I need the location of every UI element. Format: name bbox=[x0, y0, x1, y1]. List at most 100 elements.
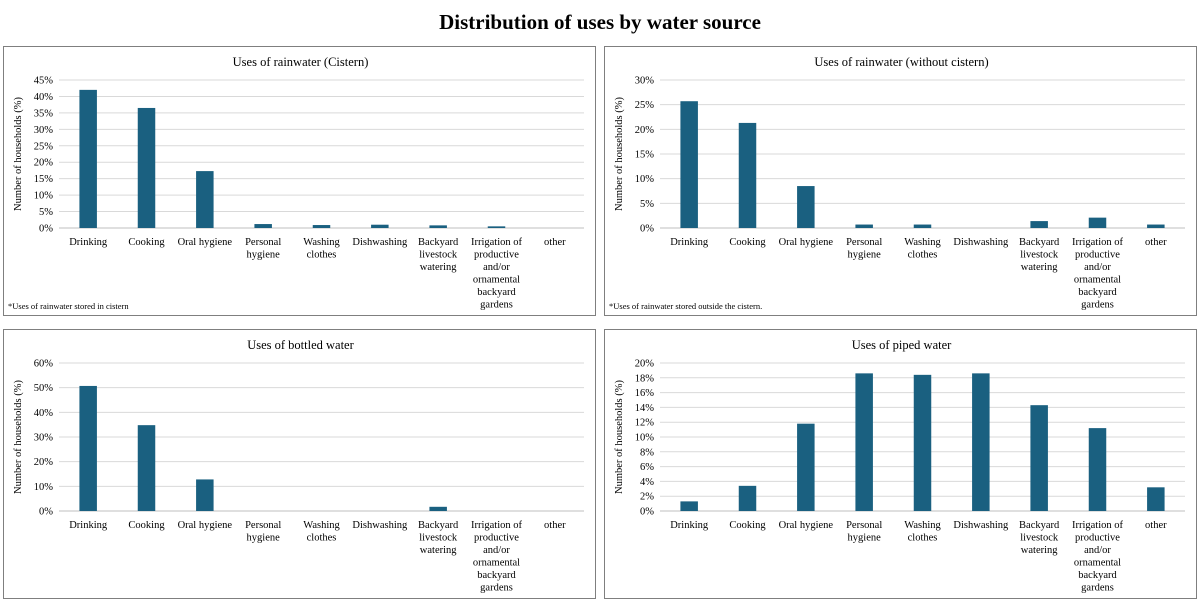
x-tick-label-drinking: Drinking bbox=[670, 520, 709, 531]
bar-backyard-livestock-watering bbox=[429, 225, 447, 228]
bar-personal-hygiene bbox=[855, 224, 873, 228]
y-tick-label: 50% bbox=[34, 383, 54, 394]
y-tick-label: 5% bbox=[640, 199, 654, 210]
y-tick-label: 14% bbox=[635, 403, 655, 414]
y-axis-label: Number of households (%) bbox=[13, 96, 24, 211]
y-tick-label: 30% bbox=[34, 433, 54, 444]
y-tick-label: 35% bbox=[34, 108, 54, 119]
y-tick-label: 0% bbox=[39, 507, 53, 518]
y-tick-label: 40% bbox=[34, 408, 54, 419]
x-tick-label-personal-hygiene: Personal hygiene bbox=[846, 520, 882, 544]
bar-backyard-livestock-watering bbox=[1030, 405, 1048, 511]
bar-other bbox=[1147, 487, 1165, 511]
bar-cooking bbox=[738, 122, 757, 228]
y-tick-label: 30% bbox=[635, 76, 655, 87]
chart-title: Uses of rainwater (without cistern) bbox=[814, 55, 988, 69]
bar-cooking bbox=[137, 107, 156, 228]
bar-oral-hygiene bbox=[196, 479, 214, 511]
bar-drinking bbox=[79, 89, 97, 228]
x-tick-label-irrigation-gardens: Irrigation of productive and/or ornamental b… bbox=[1072, 237, 1124, 311]
y-tick-label: 10% bbox=[635, 433, 655, 444]
y-tick-label: 0% bbox=[640, 507, 654, 518]
y-tick-label: 10% bbox=[635, 174, 655, 185]
bar-drinking bbox=[680, 101, 698, 228]
x-tick-label-oral-hygiene: Oral hygiene bbox=[779, 237, 834, 248]
bar-cooking bbox=[738, 485, 757, 511]
y-tick-label: 10% bbox=[34, 191, 54, 202]
y-tick-label: 6% bbox=[640, 462, 654, 473]
x-tick-label-dishwashing: Dishwashing bbox=[953, 520, 1009, 531]
bar-irrigation-gardens bbox=[1088, 217, 1107, 228]
y-tick-label: 20% bbox=[34, 457, 54, 468]
y-tick-label: 20% bbox=[34, 158, 54, 169]
bar-drinking bbox=[680, 501, 698, 511]
chart-panel-rainwater-without-cistern: Uses of rainwater (without cistern) 0% 5% 1… bbox=[604, 46, 1197, 316]
x-tick-label-drinking: Drinking bbox=[670, 237, 709, 248]
page-title: Distribution of uses by water source bbox=[439, 10, 761, 34]
chart-rainwater-cistern: Uses of rainwater (Cistern) 0% 5% 10% 15% 20%… bbox=[13, 55, 584, 311]
y-tick-label: 4% bbox=[640, 477, 654, 488]
footnote-rainwater-without-cistern: *Uses of rainwater stored outside the ci… bbox=[609, 301, 763, 311]
bar-backyard-livestock-watering bbox=[1030, 221, 1048, 228]
bar-irrigation-gardens bbox=[1088, 428, 1107, 511]
chart-panel-rainwater-cistern: Uses of rainwater (Cistern) 0% 5% 10% 15% 20%… bbox=[3, 46, 596, 316]
y-axis-label: Number of households (%) bbox=[614, 96, 625, 211]
bar-other bbox=[1147, 224, 1165, 228]
x-tick-label-cooking: Cooking bbox=[729, 520, 766, 531]
y-tick-label: 15% bbox=[34, 174, 54, 185]
x-tick-label-drinking: Drinking bbox=[69, 237, 108, 248]
bar-personal-hygiene bbox=[855, 373, 873, 511]
bar-oral-hygiene bbox=[797, 186, 815, 228]
x-tick-label-dishwashing: Dishwashing bbox=[352, 237, 408, 248]
x-tick-label-backyard-livestock-watering: Backyard livestock watering bbox=[418, 237, 459, 273]
y-tick-label: 60% bbox=[34, 359, 54, 370]
y-tick-label: 20% bbox=[635, 125, 655, 136]
x-tick-label-backyard-livestock-watering: Backyard livestock watering bbox=[1019, 237, 1060, 273]
x-tick-label-backyard-livestock-watering: Backyard livestock watering bbox=[418, 520, 459, 556]
x-tick-label-cooking: Cooking bbox=[128, 520, 165, 531]
chart-title: Uses of rainwater (Cistern) bbox=[233, 55, 369, 69]
x-tick-label-oral-hygiene: Oral hygiene bbox=[779, 520, 834, 531]
x-tick-label-irrigation-gardens: Irrigation of productive and/or ornamental b… bbox=[1072, 520, 1124, 594]
x-tick-label-dishwashing: Dishwashing bbox=[953, 237, 1009, 248]
chart-bottled-water: Uses of bottled water 0% 10% 20% 30% 40% 50% 60… bbox=[13, 338, 584, 594]
y-tick-label: 15% bbox=[635, 150, 655, 161]
x-tick-label-cooking: Cooking bbox=[128, 237, 165, 248]
y-tick-label: 30% bbox=[34, 125, 54, 136]
y-tick-label: 18% bbox=[635, 373, 655, 384]
x-tick-label-other: other bbox=[544, 520, 566, 531]
bar-oral-hygiene bbox=[797, 423, 815, 511]
bar-drinking bbox=[79, 385, 97, 511]
chart-piped-water: Uses of piped water 0% 2% 4% 6% 8% 10% 12% 14% 16… bbox=[614, 338, 1185, 594]
x-tick-label-drinking: Drinking bbox=[69, 520, 108, 531]
x-tick-label-personal-hygiene: Personal hygiene bbox=[245, 237, 281, 261]
y-tick-label: 5% bbox=[39, 207, 53, 218]
bar-personal-hygiene bbox=[254, 224, 272, 228]
bar-washing-clothes bbox=[913, 374, 932, 511]
x-tick-label-other: other bbox=[1145, 237, 1167, 248]
y-tick-label: 12% bbox=[635, 418, 655, 429]
x-tick-label-washing-clothes: Washing clothes bbox=[303, 237, 340, 261]
bar-oral-hygiene bbox=[196, 171, 214, 228]
y-tick-label: 0% bbox=[39, 224, 53, 235]
bar-dishwashing bbox=[371, 224, 389, 228]
x-tick-label-oral-hygiene: Oral hygiene bbox=[178, 520, 233, 531]
bar-backyard-livestock-watering bbox=[429, 506, 447, 511]
y-tick-label: 16% bbox=[635, 388, 655, 399]
x-tick-label-irrigation-gardens: Irrigation of productive and/or ornamental b… bbox=[471, 237, 523, 311]
x-tick-label-backyard-livestock-watering: Backyard livestock watering bbox=[1019, 520, 1060, 556]
x-tick-label-oral-hygiene: Oral hygiene bbox=[178, 237, 233, 248]
x-tick-label-personal-hygiene: Personal hygiene bbox=[245, 520, 281, 544]
x-tick-label-other: other bbox=[1145, 520, 1167, 531]
y-tick-label: 0% bbox=[640, 224, 654, 235]
x-tick-label-personal-hygiene: Personal hygiene bbox=[846, 237, 882, 261]
x-tick-label-washing-clothes: Washing clothes bbox=[904, 520, 941, 544]
y-tick-label: 45% bbox=[34, 76, 54, 87]
chart-rainwater-without-cistern: Uses of rainwater (without cistern) 0% 5% 1… bbox=[614, 55, 1185, 311]
x-tick-label-irrigation-gardens: Irrigation of productive and/or ornamental b… bbox=[471, 520, 523, 594]
chart-panel-bottled-water: Uses of bottled water 0% 10% 20% 30% 40% 50% 60… bbox=[3, 329, 596, 599]
y-tick-label: 8% bbox=[640, 447, 654, 458]
x-tick-label-washing-clothes: Washing clothes bbox=[904, 237, 941, 261]
y-axis-label: Number of households (%) bbox=[13, 379, 24, 494]
chart-title: Uses of bottled water bbox=[247, 338, 354, 352]
